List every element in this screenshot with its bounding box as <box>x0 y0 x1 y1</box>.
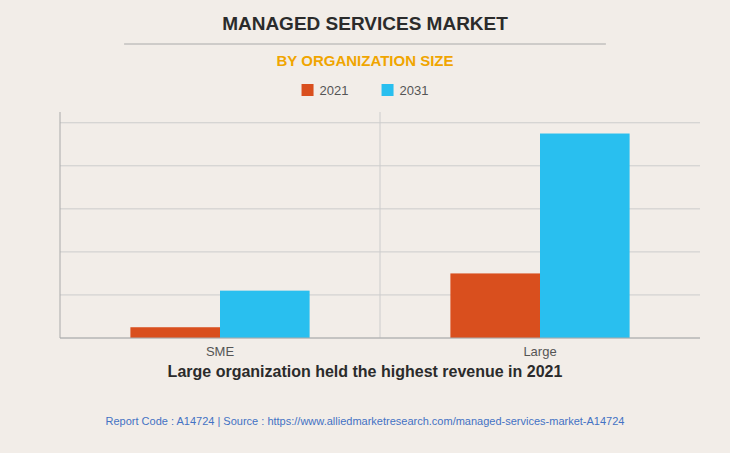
legend-item: 2031 <box>382 83 429 98</box>
legend-swatch <box>382 84 394 96</box>
bar <box>450 273 540 338</box>
legend-swatch <box>302 84 314 96</box>
bars <box>130 134 629 338</box>
grid <box>60 112 700 338</box>
category-divider <box>380 112 381 338</box>
footnote: Large organization held the highest reve… <box>168 363 563 380</box>
title: MANAGED SERVICES MARKET <box>222 13 508 34</box>
y-axis-line <box>60 112 61 338</box>
title-rule <box>124 44 606 45</box>
legend-label: 2021 <box>320 83 349 98</box>
grid-line <box>60 338 700 339</box>
subtitle: BY ORGANIZATION SIZE <box>277 52 454 69</box>
bar <box>220 291 310 338</box>
source-note: Report Code : A14724 | Source : https://… <box>106 415 625 427</box>
background <box>0 0 730 453</box>
legend-item: 2021 <box>302 83 349 98</box>
x-axis-line <box>60 338 700 339</box>
legend-label: 2031 <box>400 83 429 98</box>
legend: 2021 2031 <box>302 83 429 98</box>
x-tick-label: SME <box>206 344 235 359</box>
chart: MANAGED SERVICES MARKET BY ORGANIZATION S… <box>0 0 730 453</box>
bar <box>130 327 220 338</box>
x-tick-label: Large <box>523 344 556 359</box>
bar <box>540 134 630 338</box>
